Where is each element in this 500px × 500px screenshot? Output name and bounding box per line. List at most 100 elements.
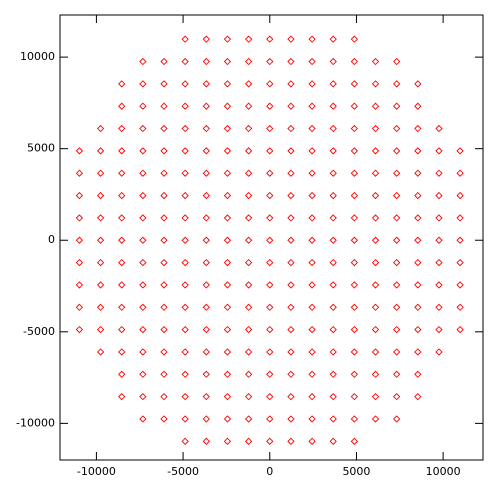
point (456, 169, 464, 177)
point (96, 281, 105, 289)
point (160, 258, 168, 267)
point (181, 303, 189, 311)
point (350, 348, 359, 356)
point (329, 35, 337, 43)
point (266, 169, 274, 177)
point (287, 57, 295, 66)
point (435, 258, 443, 267)
point (393, 415, 401, 423)
point (371, 236, 380, 244)
point (75, 281, 84, 289)
point (118, 258, 126, 267)
point (371, 191, 380, 200)
point (308, 370, 316, 378)
point (139, 415, 147, 423)
point (118, 348, 126, 356)
point (202, 147, 210, 155)
point (181, 281, 189, 289)
point (393, 214, 401, 222)
point (287, 124, 295, 133)
point (371, 348, 380, 356)
point (223, 124, 232, 133)
point (202, 191, 210, 200)
point (244, 102, 253, 110)
point (456, 258, 464, 267)
point (266, 57, 274, 66)
point (244, 147, 253, 155)
point (329, 214, 337, 222)
point (75, 169, 84, 177)
point (118, 325, 126, 334)
point (202, 303, 210, 311)
point (414, 80, 422, 88)
point (244, 169, 253, 177)
point (202, 102, 210, 110)
point (181, 57, 189, 66)
point (96, 124, 105, 133)
point (181, 147, 189, 155)
point (160, 325, 168, 334)
point (118, 303, 126, 311)
point (414, 303, 422, 311)
point (202, 169, 210, 177)
point (118, 214, 126, 222)
point (414, 214, 422, 222)
point (244, 35, 253, 43)
point (118, 124, 126, 133)
point (329, 147, 337, 155)
point (414, 147, 422, 155)
point (435, 124, 443, 133)
point (202, 281, 210, 289)
point (160, 415, 168, 423)
point (160, 102, 168, 110)
point (266, 393, 274, 401)
point (456, 236, 464, 244)
point (181, 80, 189, 88)
point (308, 35, 316, 43)
point (244, 370, 253, 378)
point (350, 169, 359, 177)
point (244, 236, 253, 244)
point (118, 80, 126, 88)
point (266, 35, 274, 43)
point (414, 102, 422, 110)
point (266, 325, 274, 334)
point (308, 281, 316, 289)
point (223, 35, 232, 43)
point (118, 370, 126, 378)
point (266, 236, 274, 244)
y-tick-label: 10000 (20, 50, 55, 63)
point (456, 147, 464, 155)
y-tick-label: 5000 (27, 142, 55, 155)
point (329, 325, 337, 334)
point (202, 258, 210, 267)
point (139, 169, 147, 177)
point (181, 325, 189, 334)
x-tick-label: -10000 (77, 465, 116, 478)
point (371, 214, 380, 222)
point (350, 57, 359, 66)
point (350, 393, 359, 401)
point (435, 348, 443, 356)
point (139, 80, 147, 88)
point (96, 325, 105, 334)
point (308, 102, 316, 110)
point (181, 370, 189, 378)
point (223, 437, 232, 445)
point (350, 191, 359, 200)
point (202, 124, 210, 133)
point (266, 348, 274, 356)
point (329, 57, 337, 66)
point (393, 281, 401, 289)
point (329, 393, 337, 401)
point (414, 393, 422, 401)
point (139, 370, 147, 378)
point (287, 191, 295, 200)
point (329, 258, 337, 267)
point (393, 169, 401, 177)
point (266, 124, 274, 133)
point (160, 214, 168, 222)
point (456, 281, 464, 289)
point (435, 236, 443, 244)
